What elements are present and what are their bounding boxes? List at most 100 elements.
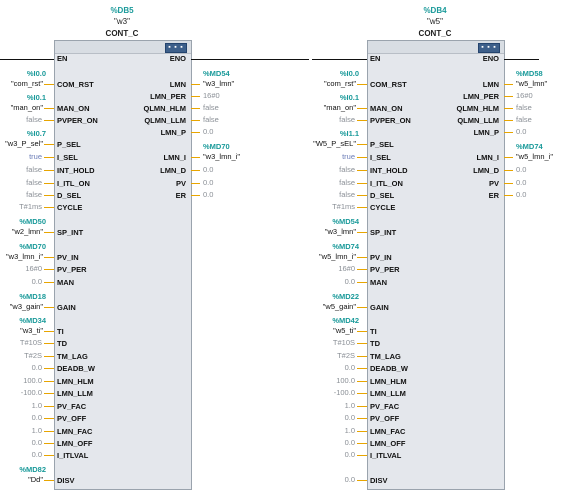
parameter-value[interactable]: 0.0 [203, 190, 214, 199]
operand-symbol[interactable]: "w5_gain" [322, 302, 356, 311]
operand-symbol[interactable]: "w5_lmn_i" [318, 252, 356, 261]
parameter-value[interactable]: 1.0 [344, 401, 355, 410]
input-pin-p_sel[interactable]: P_SEL [57, 140, 81, 149]
parameter-value[interactable]: false [26, 178, 42, 187]
parameter-value[interactable]: 16#0 [516, 91, 533, 100]
parameter-value[interactable]: false [339, 165, 355, 174]
operand-symbol[interactable]: "w2_lmn" [11, 227, 43, 236]
operand-symbol[interactable]: "w3_lmn_i" [203, 152, 241, 161]
input-pin-lmn_hlm[interactable]: LMN_HLM [57, 377, 94, 386]
parameter-value[interactable]: T#1ms [332, 202, 355, 211]
operand-symbol[interactable]: "w3_ti" [20, 326, 43, 335]
parameter-value[interactable]: 1.0 [344, 426, 355, 435]
input-pin-sp_int[interactable]: SP_INT [370, 228, 397, 237]
operand-symbol[interactable]: "W5_P_sEL" [313, 139, 356, 148]
output-pin-qlmn_hlm[interactable]: QLMN_HLM [456, 104, 500, 113]
parameter-value[interactable]: 0.0 [344, 475, 355, 484]
input-pin-lmn_llm[interactable]: LMN_LLM [370, 389, 406, 398]
input-pin-i_itl_on[interactable]: I_ITL_ON [57, 179, 90, 188]
input-pin-com_rst[interactable]: COM_RST [57, 80, 94, 89]
parameter-value[interactable]: 0.0 [203, 127, 214, 136]
parameter-value[interactable]: false [203, 115, 219, 124]
output-pin-pv[interactable]: PV [175, 179, 186, 188]
parameter-value[interactable]: 0.0 [31, 363, 42, 372]
output-pin-lmn_i[interactable]: LMN_I [476, 153, 500, 162]
input-pin-pvper_on[interactable]: PVPER_ON [57, 116, 98, 125]
input-pin-p_sel[interactable]: P_SEL [370, 140, 394, 149]
input-pin-man[interactable]: MAN [370, 278, 388, 287]
operand-symbol[interactable]: "man_on" [10, 103, 43, 112]
input-pin-man_on[interactable]: MAN_ON [370, 104, 403, 113]
parameter-value[interactable]: 16#0 [25, 264, 42, 273]
output-pin-pv[interactable]: PV [488, 179, 499, 188]
parameter-value[interactable]: false [339, 178, 355, 187]
operand-symbol[interactable]: "Dd" [28, 475, 43, 484]
output-pin-lmn_p[interactable]: LMN_P [473, 128, 499, 137]
parameter-value[interactable]: 1.0 [31, 426, 42, 435]
input-pin-tm_lag[interactable]: TM_LAG [57, 352, 88, 361]
input-pin-pv_per[interactable]: PV_PER [57, 265, 87, 274]
input-pin-pv_in[interactable]: PV_IN [370, 253, 392, 262]
parameter-value[interactable]: 16#0 [203, 91, 220, 100]
output-pin-lmn_per[interactable]: LMN_PER [150, 92, 186, 101]
input-pin-int_hold[interactable]: INT_HOLD [370, 166, 408, 175]
output-pin-lmn[interactable]: LMN [482, 80, 499, 89]
parameter-value[interactable]: 0.0 [203, 178, 214, 187]
input-pin-cycle[interactable]: CYCLE [370, 203, 396, 212]
operand-symbol[interactable]: "w3_gain" [9, 302, 43, 311]
input-pin-pv_per[interactable]: PV_PER [370, 265, 400, 274]
parameter-value[interactable]: 0.0 [31, 277, 42, 286]
input-pin-com_rst[interactable]: COM_RST [370, 80, 407, 89]
input-pin-ti[interactable]: TI [57, 327, 64, 336]
operand-symbol[interactable]: "w3_lmn_i" [5, 252, 43, 261]
operand-symbol[interactable]: "w3_lmn" [203, 79, 235, 88]
output-pin-lmn_d[interactable]: LMN_D [160, 166, 186, 175]
operand-symbol[interactable]: "com_rst" [11, 79, 43, 88]
parameter-value[interactable]: false [339, 115, 355, 124]
output-pin-lmn_per[interactable]: LMN_PER [463, 92, 499, 101]
parameter-value[interactable]: 0.0 [344, 450, 355, 459]
input-pin-cycle[interactable]: CYCLE [57, 203, 83, 212]
input-pin-pv_off[interactable]: PV_OFF [57, 414, 87, 423]
input-pin-pv_fac[interactable]: PV_FAC [370, 402, 400, 411]
operand-symbol[interactable]: "w3_P_sel" [5, 139, 43, 148]
input-pin-deadb_w[interactable]: DEADB_W [370, 364, 408, 373]
input-pin-sp_int[interactable]: SP_INT [57, 228, 84, 237]
input-pin-i_itl_on[interactable]: I_ITL_ON [370, 179, 403, 188]
parameter-value[interactable]: 100.0 [336, 376, 355, 385]
output-pin-lmn_i[interactable]: LMN_I [163, 153, 187, 162]
parameter-value[interactable]: 0.0 [31, 450, 42, 459]
output-pin-lmn[interactable]: LMN [169, 80, 186, 89]
parameter-value[interactable]: 0.0 [31, 413, 42, 422]
operand-symbol[interactable]: "w3_lmn" [324, 227, 356, 236]
parameter-value[interactable]: 0.0 [31, 438, 42, 447]
input-pin-d_sel[interactable]: D_SEL [57, 191, 82, 200]
parameter-value[interactable]: 0.0 [516, 165, 527, 174]
parameter-value[interactable]: false [203, 103, 219, 112]
parameter-value[interactable]: T#2S [337, 351, 355, 360]
operand-symbol[interactable]: "w5_ti" [333, 326, 356, 335]
input-pin-d_sel[interactable]: D_SEL [370, 191, 395, 200]
output-pin-qlmn_llm[interactable]: QLMN_LLM [144, 116, 186, 125]
output-pin-qlmn_hlm[interactable]: QLMN_HLM [143, 104, 187, 113]
output-pin-lmn_d[interactable]: LMN_D [473, 166, 499, 175]
input-pin-lmn_fac[interactable]: LMN_FAC [57, 427, 93, 436]
block-config-icon[interactable]: ▪ ▪ ▪ [165, 43, 187, 53]
block-config-icon[interactable]: ▪ ▪ ▪ [478, 43, 500, 53]
parameter-value[interactable]: false [26, 190, 42, 199]
parameter-value[interactable]: 1.0 [31, 401, 42, 410]
input-pin-pvper_on[interactable]: PVPER_ON [370, 116, 411, 125]
input-pin-pv_fac[interactable]: PV_FAC [57, 402, 87, 411]
parameter-value[interactable]: false [339, 190, 355, 199]
output-pin-er[interactable]: ER [488, 191, 499, 200]
instance-db-name[interactable]: "w5" [427, 17, 443, 26]
parameter-value[interactable]: false [516, 103, 532, 112]
parameter-value[interactable]: 0.0 [344, 363, 355, 372]
input-pin-lmn_off[interactable]: LMN_OFF [57, 439, 93, 448]
parameter-value[interactable]: 0.0 [344, 438, 355, 447]
input-pin-pv_off[interactable]: PV_OFF [370, 414, 400, 423]
parameter-value[interactable]: 0.0 [516, 127, 527, 136]
input-pin-pv_in[interactable]: PV_IN [57, 253, 79, 262]
parameter-value[interactable]: T#10S [19, 338, 42, 347]
parameter-value[interactable]: -100.0 [20, 388, 42, 397]
